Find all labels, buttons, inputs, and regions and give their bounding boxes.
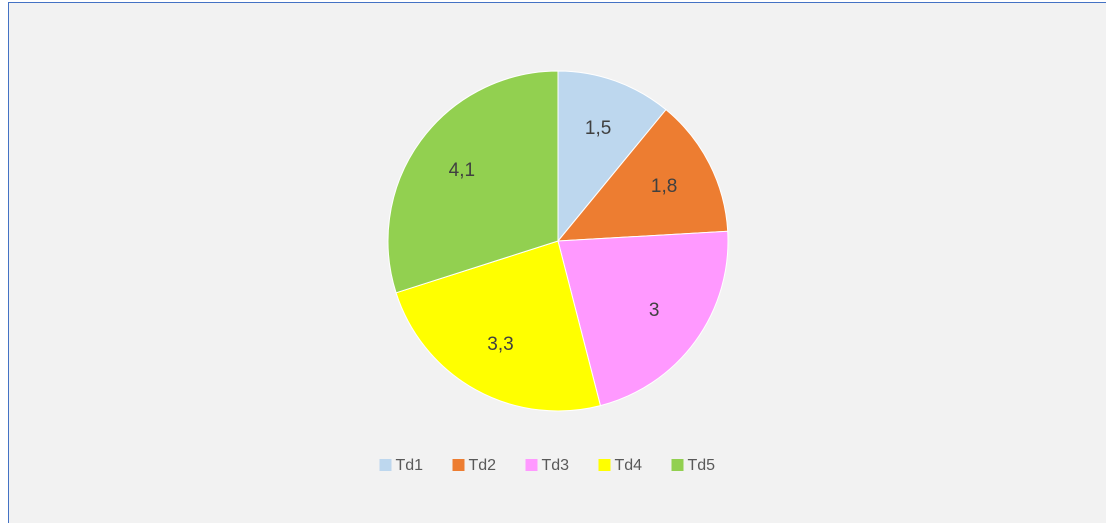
data-label: 1,8: [651, 176, 677, 197]
pie-slice: [387, 70, 559, 294]
legend-swatch: [379, 459, 392, 471]
legend-label: Td4: [615, 457, 643, 474]
pie-slice: [557, 230, 729, 407]
legend-swatch: [598, 459, 611, 471]
pie-slice: [395, 240, 602, 412]
pie-slice: [557, 70, 667, 243]
legend-swatch: [671, 459, 684, 471]
legend-label: Td1: [396, 457, 424, 474]
data-label: 3,3: [487, 334, 513, 355]
legend-label: Td2: [469, 457, 497, 474]
legend-swatch: [452, 459, 465, 471]
data-label: 4,1: [449, 160, 475, 181]
pie-slice: [556, 108, 729, 242]
data-label: 3: [649, 300, 660, 321]
legend-label: Td3: [542, 457, 570, 474]
data-label: 1,5: [585, 118, 611, 139]
legend-label: Td5: [688, 457, 716, 474]
legend-swatch: [525, 459, 538, 471]
